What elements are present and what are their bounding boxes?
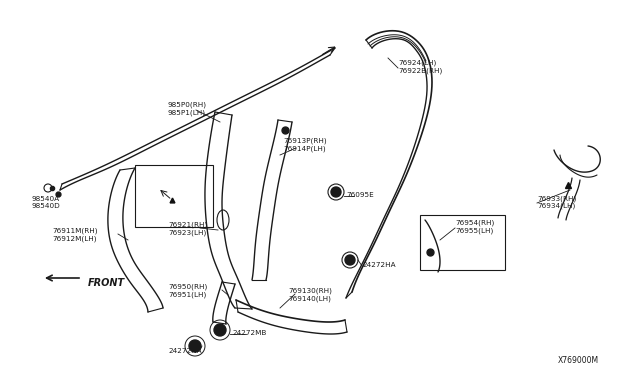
Text: 76913P(RH)
76914P(LH): 76913P(RH) 76914P(LH)	[283, 138, 326, 152]
Text: 76924(LH)
76922B(RH): 76924(LH) 76922B(RH)	[398, 60, 442, 74]
Circle shape	[345, 255, 355, 265]
Bar	[135, 165, 213, 227]
Text: 769130(RH)
769140(LH): 769130(RH) 769140(LH)	[288, 288, 332, 302]
Circle shape	[189, 340, 201, 352]
Circle shape	[331, 187, 341, 197]
Text: FRONT: FRONT	[88, 278, 125, 288]
Text: 985P0(RH)
985P1(LH): 985P0(RH) 985P1(LH)	[168, 102, 207, 116]
Bar	[420, 215, 505, 270]
Text: X769000M: X769000M	[558, 356, 599, 365]
Text: 98540A
98540D: 98540A 98540D	[32, 196, 61, 209]
Text: 24272MB: 24272MB	[232, 330, 266, 336]
Text: 24272NA: 24272NA	[168, 348, 202, 354]
Text: 76095E: 76095E	[346, 192, 374, 198]
Text: 76911M(RH)
76912M(LH): 76911M(RH) 76912M(LH)	[52, 228, 97, 242]
Text: 76954(RH)
76955(LH): 76954(RH) 76955(LH)	[455, 220, 494, 234]
Circle shape	[214, 324, 226, 336]
Text: 76933(RH)
76934(LH): 76933(RH) 76934(LH)	[537, 195, 576, 209]
Text: 76921(RH)
76923(LH): 76921(RH) 76923(LH)	[168, 222, 207, 236]
Text: 76950(RH)
76951(LH): 76950(RH) 76951(LH)	[168, 284, 207, 298]
Text: 24272HA: 24272HA	[362, 262, 396, 268]
